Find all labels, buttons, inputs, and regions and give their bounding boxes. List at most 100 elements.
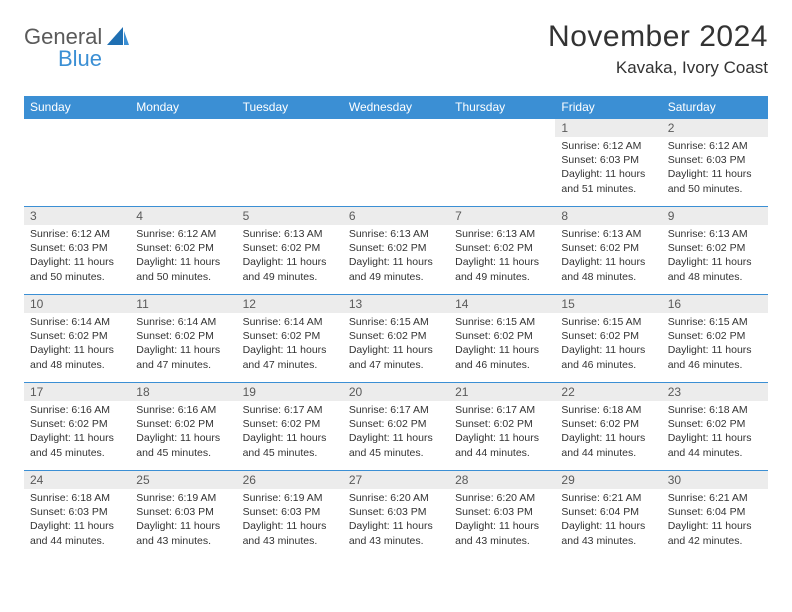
- daylight-text: Daylight: 11 hours and 46 minutes.: [668, 343, 762, 371]
- sunrise-text: Sunrise: 6:15 AM: [561, 315, 655, 329]
- sunset-text: Sunset: 6:02 PM: [30, 329, 124, 343]
- sunrise-text: Sunrise: 6:13 AM: [243, 227, 337, 241]
- day-number: 18: [130, 383, 236, 401]
- day-number: 28: [449, 471, 555, 489]
- weekday-header: Saturday: [662, 96, 768, 119]
- day-number: 19: [237, 383, 343, 401]
- day-info: Sunrise: 6:14 AMSunset: 6:02 PMDaylight:…: [136, 315, 230, 372]
- sunrise-text: Sunrise: 6:19 AM: [136, 491, 230, 505]
- sunset-text: Sunset: 6:02 PM: [349, 241, 443, 255]
- day-info: Sunrise: 6:18 AMSunset: 6:03 PMDaylight:…: [30, 491, 124, 548]
- calendar-week: 17Sunrise: 6:16 AMSunset: 6:02 PMDayligh…: [24, 383, 768, 471]
- weekday-header: Thursday: [449, 96, 555, 119]
- calendar-week: 1Sunrise: 6:12 AMSunset: 6:03 PMDaylight…: [24, 119, 768, 207]
- calendar-head: Sunday Monday Tuesday Wednesday Thursday…: [24, 96, 768, 119]
- logo: General Blue: [24, 20, 129, 70]
- day-info: Sunrise: 6:12 AMSunset: 6:03 PMDaylight:…: [668, 139, 762, 196]
- day-number: 13: [343, 295, 449, 313]
- calendar-cell: 4Sunrise: 6:12 AMSunset: 6:02 PMDaylight…: [130, 207, 236, 295]
- sunrise-text: Sunrise: 6:21 AM: [561, 491, 655, 505]
- sunrise-text: Sunrise: 6:12 AM: [561, 139, 655, 153]
- sunset-text: Sunset: 6:02 PM: [561, 329, 655, 343]
- sunrise-text: Sunrise: 6:14 AM: [30, 315, 124, 329]
- calendar-cell: 20Sunrise: 6:17 AMSunset: 6:02 PMDayligh…: [343, 383, 449, 471]
- logo-text-bottom: Blue: [58, 48, 129, 70]
- daylight-text: Daylight: 11 hours and 45 minutes.: [30, 431, 124, 459]
- weekday-header: Sunday: [24, 96, 130, 119]
- sunset-text: Sunset: 6:02 PM: [455, 417, 549, 431]
- day-info: Sunrise: 6:17 AMSunset: 6:02 PMDaylight:…: [455, 403, 549, 460]
- calendar-cell: 21Sunrise: 6:17 AMSunset: 6:02 PMDayligh…: [449, 383, 555, 471]
- calendar-week: 24Sunrise: 6:18 AMSunset: 6:03 PMDayligh…: [24, 471, 768, 559]
- day-info: Sunrise: 6:13 AMSunset: 6:02 PMDaylight:…: [349, 227, 443, 284]
- day-info: Sunrise: 6:13 AMSunset: 6:02 PMDaylight:…: [668, 227, 762, 284]
- daylight-text: Daylight: 11 hours and 43 minutes.: [561, 519, 655, 547]
- calendar-cell: 16Sunrise: 6:15 AMSunset: 6:02 PMDayligh…: [662, 295, 768, 383]
- day-info: Sunrise: 6:19 AMSunset: 6:03 PMDaylight:…: [243, 491, 337, 548]
- sunrise-text: Sunrise: 6:14 AM: [136, 315, 230, 329]
- daylight-text: Daylight: 11 hours and 45 minutes.: [243, 431, 337, 459]
- sunrise-text: Sunrise: 6:13 AM: [668, 227, 762, 241]
- day-info: Sunrise: 6:18 AMSunset: 6:02 PMDaylight:…: [561, 403, 655, 460]
- day-number: 8: [555, 207, 661, 225]
- sunrise-text: Sunrise: 6:13 AM: [455, 227, 549, 241]
- sunrise-text: Sunrise: 6:16 AM: [30, 403, 124, 417]
- sunrise-text: Sunrise: 6:17 AM: [455, 403, 549, 417]
- sunrise-text: Sunrise: 6:20 AM: [349, 491, 443, 505]
- daylight-text: Daylight: 11 hours and 47 minutes.: [243, 343, 337, 371]
- day-info: Sunrise: 6:15 AMSunset: 6:02 PMDaylight:…: [668, 315, 762, 372]
- day-number: 30: [662, 471, 768, 489]
- day-info: Sunrise: 6:15 AMSunset: 6:02 PMDaylight:…: [455, 315, 549, 372]
- calendar-cell: 3Sunrise: 6:12 AMSunset: 6:03 PMDaylight…: [24, 207, 130, 295]
- calendar-cell: 23 Sunrise: 6:18 AMSunset: 6:02 PMDayligh…: [662, 383, 768, 471]
- daylight-text: Daylight: 11 hours and 49 minutes.: [243, 255, 337, 283]
- calendar-cell: 19 Sunrise: 6:17 AMSunset: 6:02 PMDayligh…: [237, 383, 343, 471]
- sunset-text: Sunset: 6:02 PM: [668, 329, 762, 343]
- day-number: 7: [449, 207, 555, 225]
- daylight-text: Daylight: 11 hours and 44 minutes.: [455, 431, 549, 459]
- day-number: 10: [24, 295, 130, 313]
- sunset-text: Sunset: 6:02 PM: [30, 417, 124, 431]
- day-info: Sunrise: 6:17 AMSunset: 6:02 PMDaylight:…: [243, 403, 337, 460]
- day-info: Sunrise: 6:13 AMSunset: 6:02 PMDaylight:…: [561, 227, 655, 284]
- sunrise-text: Sunrise: 6:13 AM: [561, 227, 655, 241]
- sunrise-text: Sunrise: 6:20 AM: [455, 491, 549, 505]
- sunset-text: Sunset: 6:02 PM: [455, 241, 549, 255]
- daylight-text: Daylight: 11 hours and 43 minutes.: [349, 519, 443, 547]
- sunrise-text: Sunrise: 6:12 AM: [136, 227, 230, 241]
- day-number: 25: [130, 471, 236, 489]
- title-block: November 2024 Kavaka, Ivory Coast: [548, 20, 768, 78]
- calendar-cell: 18Sunrise: 6:16 AMSunset: 6:02 PMDayligh…: [130, 383, 236, 471]
- day-info: Sunrise: 6:13 AMSunset: 6:02 PMDaylight:…: [455, 227, 549, 284]
- day-number: 22: [555, 383, 661, 401]
- day-info: Sunrise: 6:18 AMSunset: 6:02 PMDaylight:…: [668, 403, 762, 460]
- sunset-text: Sunset: 6:03 PM: [30, 241, 124, 255]
- sunset-text: Sunset: 6:03 PM: [455, 505, 549, 519]
- sunset-text: Sunset: 6:02 PM: [243, 329, 337, 343]
- day-info: Sunrise: 6:21 AMSunset: 6:04 PMDaylight:…: [561, 491, 655, 548]
- calendar-cell: 8 Sunrise: 6:13 AMSunset: 6:02 PMDaylight…: [555, 207, 661, 295]
- daylight-text: Daylight: 11 hours and 44 minutes.: [668, 431, 762, 459]
- daylight-text: Daylight: 11 hours and 44 minutes.: [30, 519, 124, 547]
- calendar-cell: 24Sunrise: 6:18 AMSunset: 6:03 PMDayligh…: [24, 471, 130, 559]
- sunrise-text: Sunrise: 6:18 AM: [668, 403, 762, 417]
- sunset-text: Sunset: 6:02 PM: [136, 329, 230, 343]
- sunrise-text: Sunrise: 6:15 AM: [455, 315, 549, 329]
- calendar-cell: [130, 119, 236, 207]
- calendar-body: 1Sunrise: 6:12 AMSunset: 6:03 PMDaylight…: [24, 119, 768, 559]
- calendar-week: 3Sunrise: 6:12 AMSunset: 6:03 PMDaylight…: [24, 207, 768, 295]
- sunset-text: Sunset: 6:03 PM: [668, 153, 762, 167]
- daylight-text: Daylight: 11 hours and 43 minutes.: [455, 519, 549, 547]
- sunset-text: Sunset: 6:02 PM: [349, 329, 443, 343]
- calendar-cell: [24, 119, 130, 207]
- day-info: Sunrise: 6:12 AMSunset: 6:02 PMDaylight:…: [136, 227, 230, 284]
- day-number: 23: [662, 383, 768, 401]
- sunset-text: Sunset: 6:02 PM: [668, 417, 762, 431]
- sunset-text: Sunset: 6:02 PM: [349, 417, 443, 431]
- sunrise-text: Sunrise: 6:15 AM: [668, 315, 762, 329]
- day-info: Sunrise: 6:14 AMSunset: 6:02 PMDaylight:…: [243, 315, 337, 372]
- sunset-text: Sunset: 6:03 PM: [561, 153, 655, 167]
- day-number: 26: [237, 471, 343, 489]
- day-number: 14: [449, 295, 555, 313]
- calendar-cell: 17Sunrise: 6:16 AMSunset: 6:02 PMDayligh…: [24, 383, 130, 471]
